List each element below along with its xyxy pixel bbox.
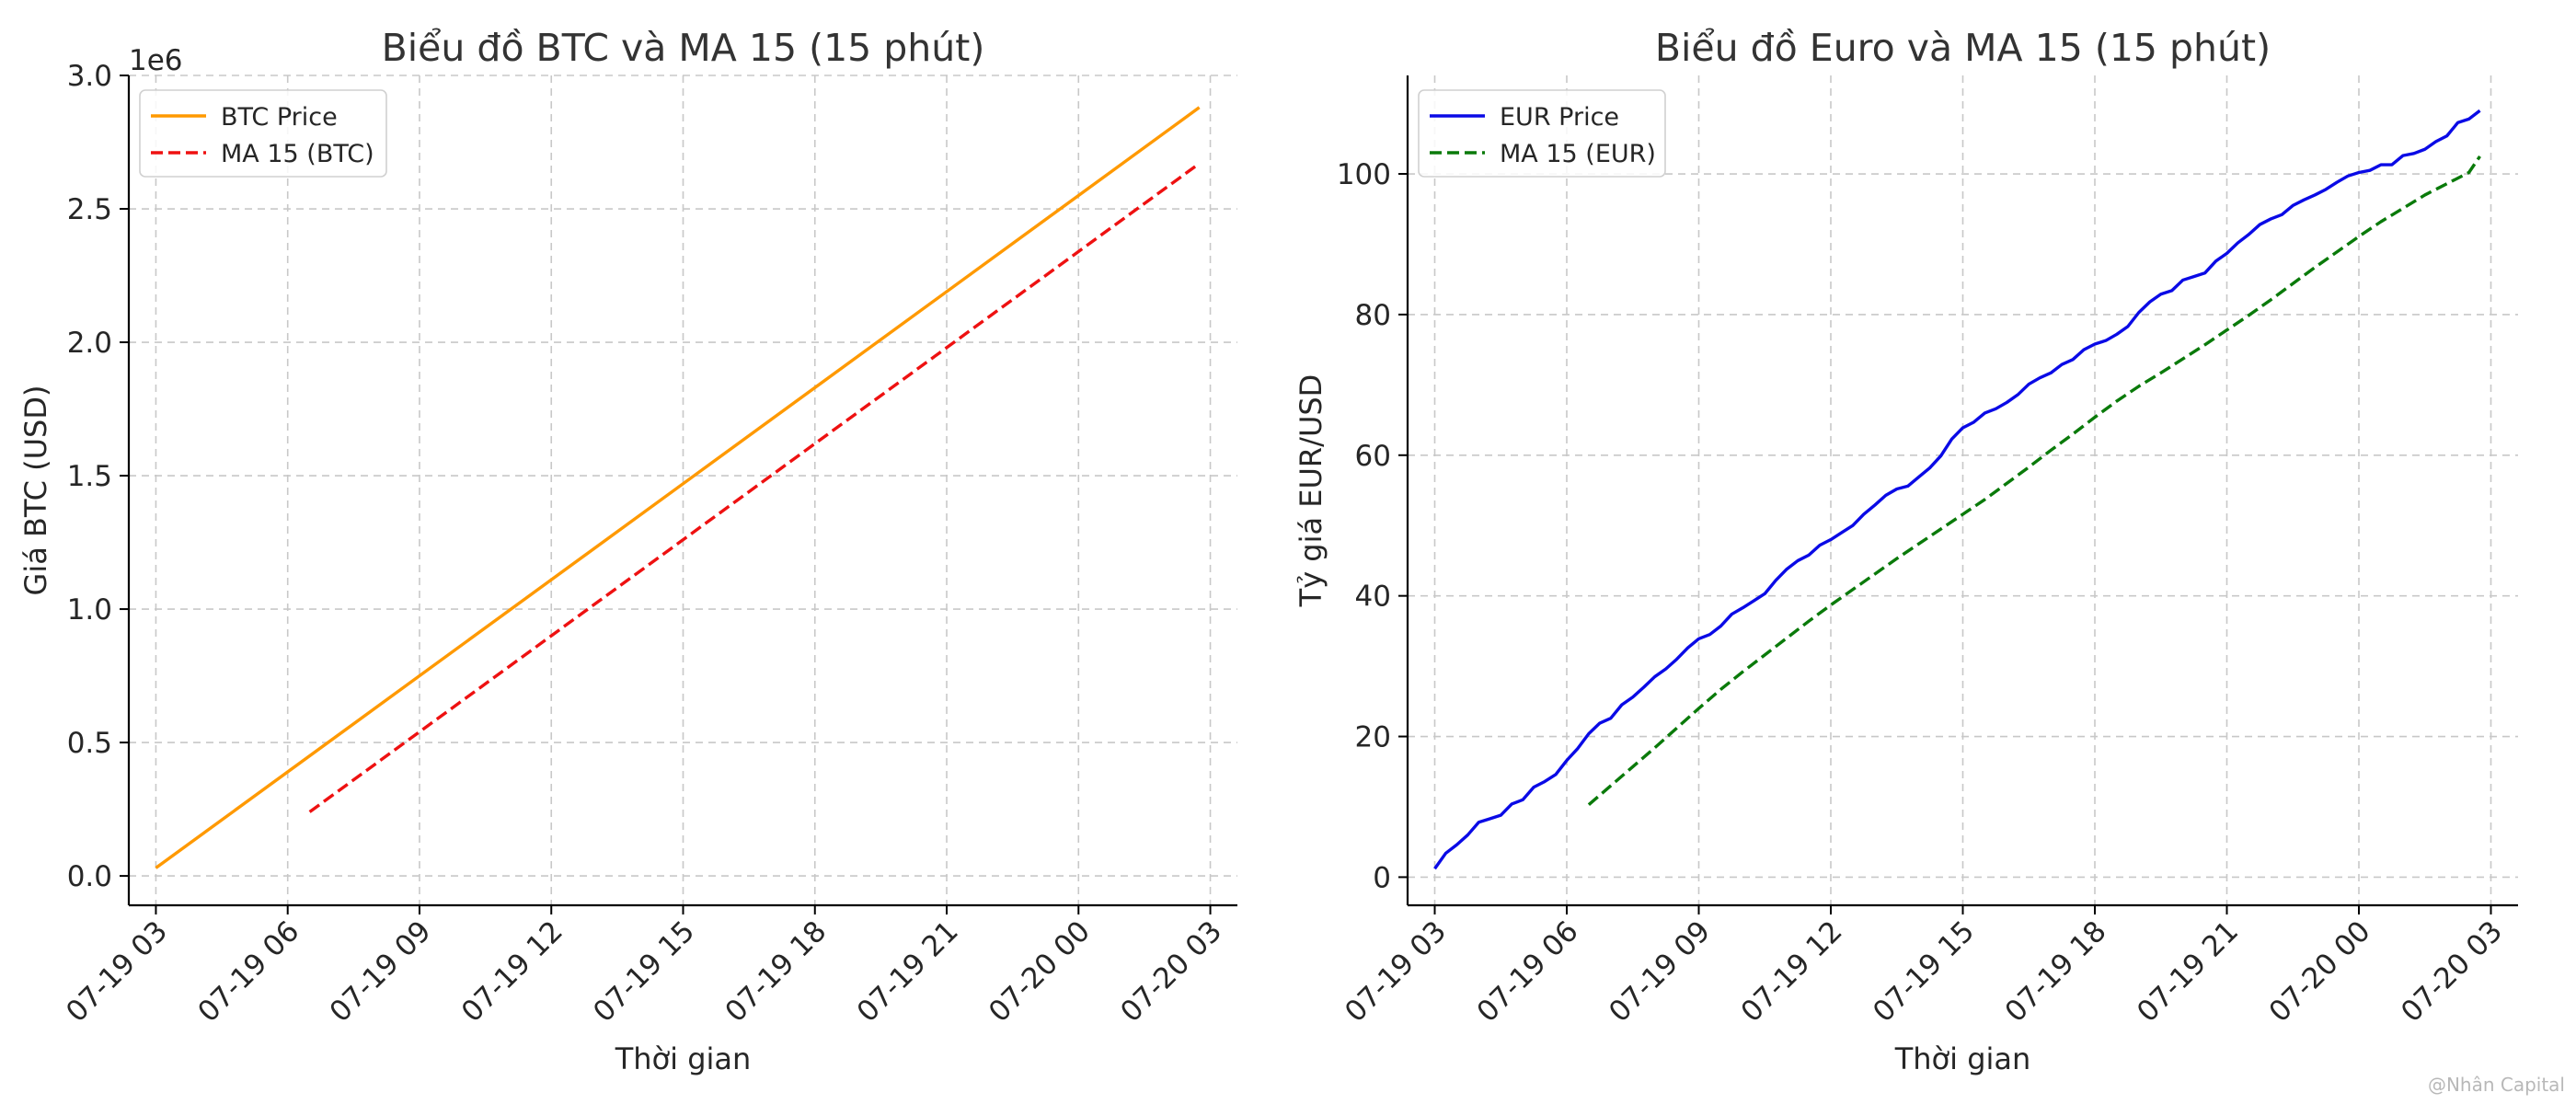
x-tick-label: 07-19 12 bbox=[455, 914, 569, 1029]
y-tick-label: 2.0 bbox=[67, 327, 112, 360]
btc-chart-panel: 07-19 03 07-19 06 07-19 09 07-19 12 07-19 15… bbox=[18, 26, 1237, 1076]
x-tick-label: 07-20 00 bbox=[2263, 914, 2377, 1029]
legend-label: MA 15 (BTC) bbox=[221, 140, 374, 168]
y-tick-label: 3.0 bbox=[67, 60, 112, 93]
y-tick-label: 1.0 bbox=[67, 593, 112, 627]
watermark: @Nhân Capital bbox=[2428, 1074, 2565, 1096]
x-tick-label: 07-20 03 bbox=[1114, 914, 1228, 1029]
x-tick-label: 07-19 15 bbox=[1867, 914, 1981, 1029]
x-tick-label: 07-20 03 bbox=[2395, 914, 2509, 1029]
chart-title: Biểu đồ BTC và MA 15 (15 phút) bbox=[382, 26, 985, 70]
x-tick-label: 07-19 18 bbox=[1999, 914, 2113, 1029]
x-tick-label: 07-20 00 bbox=[983, 914, 1097, 1029]
y-offset-label: 1e6 bbox=[129, 44, 183, 77]
y-tick-label: 0.5 bbox=[67, 727, 112, 760]
x-tick-label: 07-19 21 bbox=[2131, 914, 2245, 1029]
x-axis-label: Thời gian bbox=[615, 1041, 752, 1076]
x-tick-label: 07-19 03 bbox=[60, 914, 174, 1029]
btc-series-line-2 bbox=[308, 162, 1201, 813]
chart-title: Biểu đồ Euro và MA 15 (15 phút) bbox=[1655, 26, 2271, 70]
x-tick-label: 07-19 09 bbox=[324, 914, 438, 1029]
legend-box bbox=[1418, 89, 1666, 178]
x-tick-label: 07-19 21 bbox=[851, 914, 965, 1029]
y-tick-label: 0 bbox=[1373, 861, 1391, 894]
y-tick-label: 0.0 bbox=[67, 860, 112, 893]
y-tick-label: 2.5 bbox=[67, 193, 112, 226]
eur-series-line-1 bbox=[1433, 109, 2481, 870]
y-tick-label: 60 bbox=[1355, 440, 1391, 473]
x-tick-label: 07-19 06 bbox=[1471, 914, 1585, 1029]
btc-series-line-1 bbox=[155, 106, 1201, 869]
x-tick-label: 07-19 18 bbox=[719, 914, 833, 1029]
y-tick-label: 1.5 bbox=[67, 460, 112, 493]
y-tick-label: 100 bbox=[1337, 158, 1391, 191]
legend-box bbox=[139, 89, 387, 178]
eur-chart-panel: 07-19 03 07-19 06 07-19 09 07-19 12 07-19 15… bbox=[1294, 26, 2518, 1076]
legend-label: BTC Price bbox=[221, 103, 338, 132]
y-tick-label: 40 bbox=[1355, 581, 1391, 614]
x-tick-label: 07-19 03 bbox=[1339, 914, 1453, 1029]
x-tick-label: 07-19 09 bbox=[1603, 914, 1717, 1029]
eur-series-line-2 bbox=[1587, 155, 2481, 806]
y-axis-label: Tỷ giá EUR/USD bbox=[1294, 374, 1328, 608]
x-axis-label: Thời gian bbox=[1894, 1041, 2031, 1076]
x-tick-label: 07-19 06 bbox=[191, 914, 305, 1029]
y-tick-label: 80 bbox=[1355, 299, 1391, 332]
x-tick-label: 07-19 12 bbox=[1735, 914, 1849, 1029]
legend-label: EUR Price bbox=[1500, 103, 1619, 132]
y-tick-label: 20 bbox=[1355, 721, 1391, 754]
x-tick-label: 07-19 15 bbox=[587, 914, 701, 1029]
y-axis-label: Giá BTC (USD) bbox=[18, 385, 53, 596]
legend-label: MA 15 (EUR) bbox=[1500, 140, 1656, 168]
